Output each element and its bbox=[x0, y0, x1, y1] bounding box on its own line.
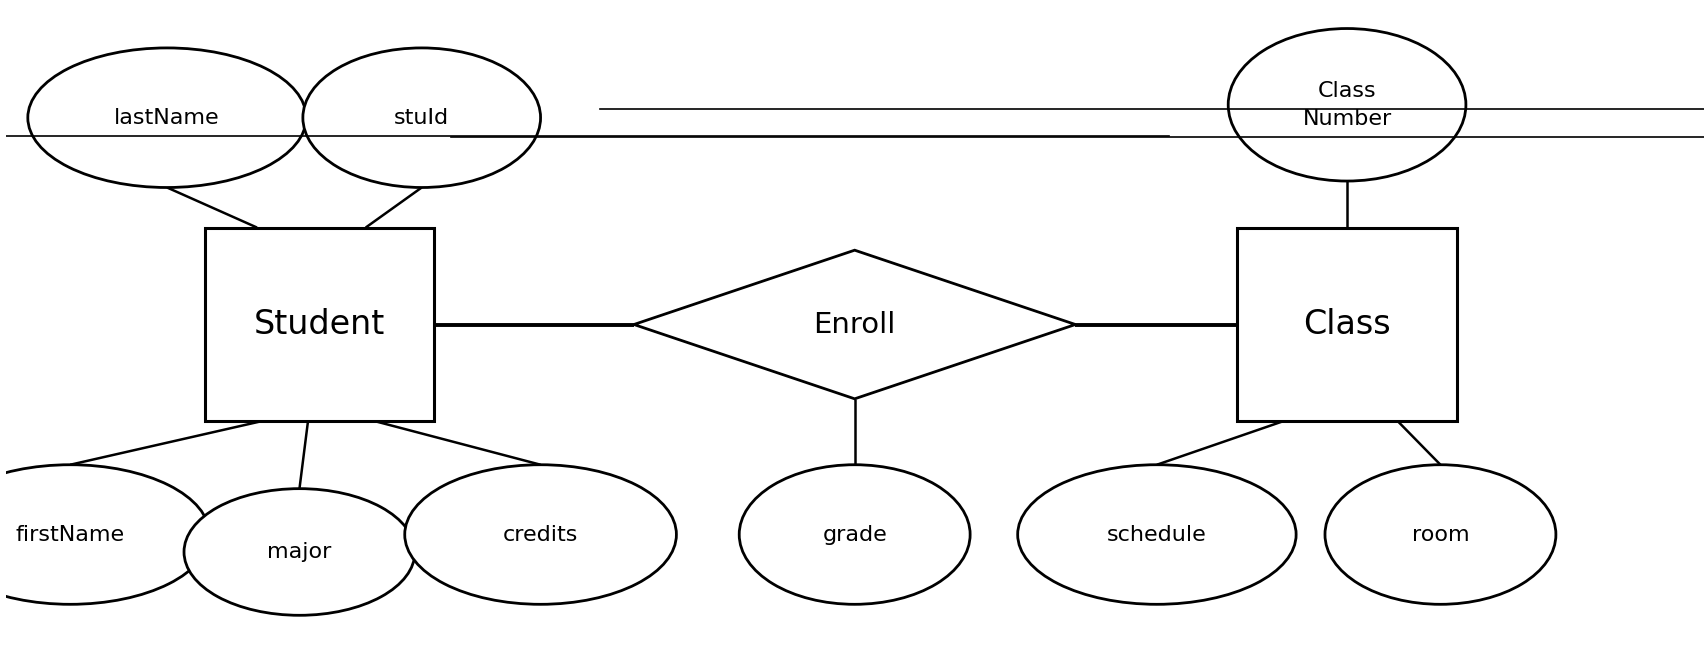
Ellipse shape bbox=[1228, 29, 1466, 181]
Text: Enroll: Enroll bbox=[813, 310, 895, 339]
Text: firstName: firstName bbox=[15, 524, 124, 545]
Bar bbox=[205, 228, 435, 421]
Text: Number: Number bbox=[1303, 108, 1391, 129]
Ellipse shape bbox=[184, 489, 414, 615]
Text: Student: Student bbox=[254, 308, 385, 341]
Polygon shape bbox=[634, 250, 1076, 399]
Ellipse shape bbox=[0, 465, 210, 604]
Text: Class: Class bbox=[1318, 81, 1376, 101]
Text: credits: credits bbox=[503, 524, 578, 545]
Text: lastName: lastName bbox=[114, 108, 220, 128]
Ellipse shape bbox=[740, 465, 970, 604]
Ellipse shape bbox=[27, 48, 307, 188]
Text: grade: grade bbox=[822, 524, 887, 545]
Ellipse shape bbox=[1325, 465, 1557, 604]
Text: major: major bbox=[268, 542, 332, 562]
Ellipse shape bbox=[303, 48, 540, 188]
Ellipse shape bbox=[1018, 465, 1296, 604]
Text: Class: Class bbox=[1303, 308, 1391, 341]
Text: stuId: stuId bbox=[394, 108, 450, 128]
Text: room: room bbox=[1412, 524, 1470, 545]
Ellipse shape bbox=[404, 465, 677, 604]
Text: schedule: schedule bbox=[1107, 524, 1207, 545]
Bar bbox=[1236, 228, 1458, 421]
